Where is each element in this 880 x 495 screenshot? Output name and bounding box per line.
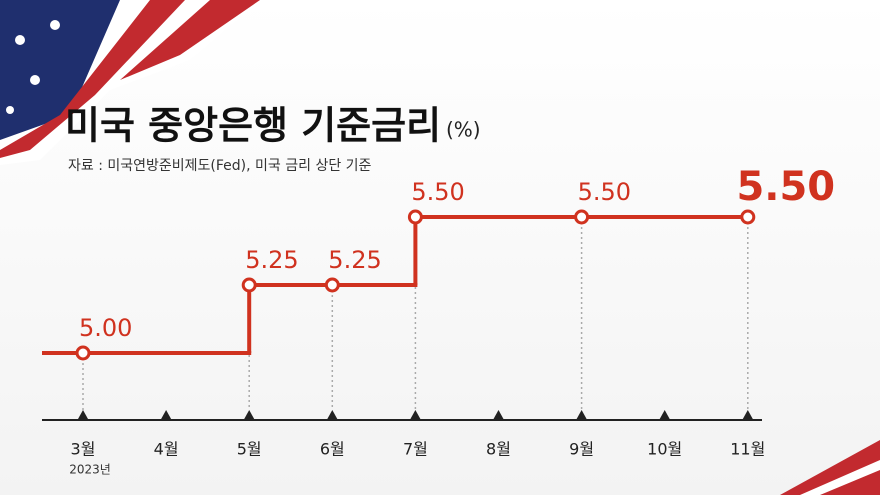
marker	[241, 277, 257, 293]
value-label: 5.00	[79, 314, 132, 342]
x-tick	[659, 410, 670, 419]
x-tick-label: 8월	[486, 440, 511, 459]
x-tick	[410, 410, 421, 419]
value-label: 5.50	[736, 164, 835, 210]
x-tick	[78, 410, 88, 419]
marker	[574, 209, 590, 225]
x-tick-label: 10월	[647, 440, 682, 459]
value-label: 5.25	[328, 246, 381, 274]
x-tick-label: 4월	[154, 440, 179, 459]
marker	[75, 345, 91, 361]
x-tick-label: 6월	[320, 440, 345, 459]
marker	[740, 209, 756, 225]
value-label: 5.50	[578, 178, 631, 206]
x-tick	[327, 410, 338, 419]
chart-title: 미국 중앙은행 기준금리	[65, 104, 441, 148]
x-tick-label: 3월	[71, 440, 96, 459]
x-tick	[161, 410, 172, 419]
x-tick-label: 11월	[730, 440, 765, 459]
flag-bottom-right	[780, 440, 880, 495]
marker	[324, 277, 340, 293]
x-tick	[742, 410, 753, 419]
unit-label: (%)	[446, 118, 481, 142]
value-label: 5.25	[245, 246, 298, 274]
flag-top-left	[0, 0, 260, 165]
marker	[407, 209, 423, 225]
x-tick-label: 7월	[403, 440, 428, 459]
x-tick	[576, 410, 587, 419]
chart-subtitle: 자료 : 미국연방준비제도(Fed), 미국 금리 상단 기준	[68, 158, 372, 174]
x-tick-label: 5월	[237, 440, 262, 459]
x-annotation: 2023년	[69, 463, 111, 477]
x-tick	[493, 410, 504, 419]
x-tick	[244, 410, 255, 419]
value-label: 5.50	[411, 178, 464, 206]
x-tick-label: 9월	[569, 440, 594, 459]
